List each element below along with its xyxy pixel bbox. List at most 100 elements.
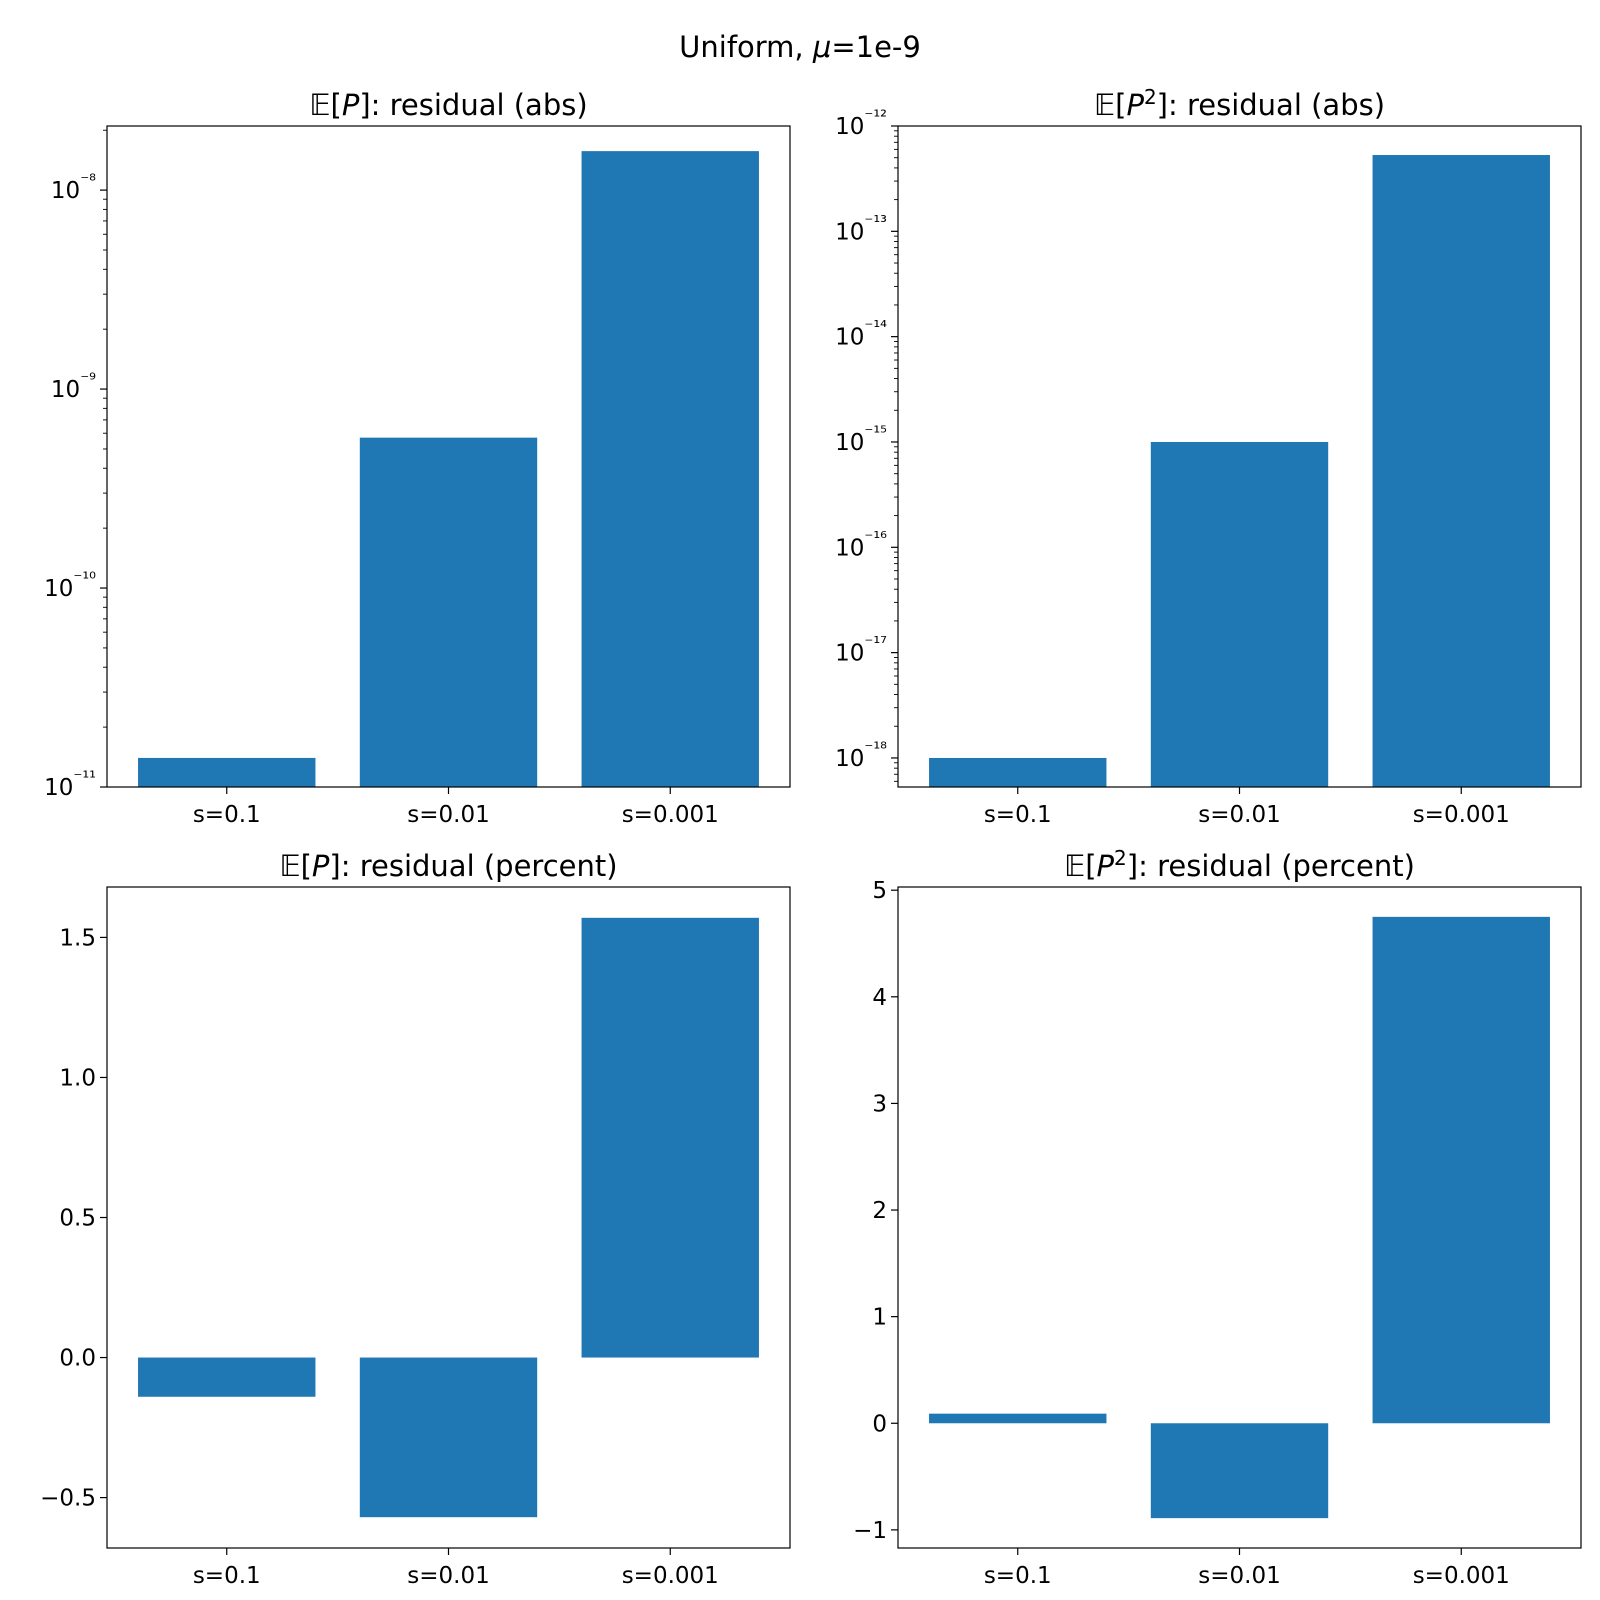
- x-tick-label: s=0.01: [1198, 802, 1280, 828]
- figure-title-mu: μ: [812, 30, 831, 64]
- x-tick-label: s=0.001: [622, 802, 719, 828]
- x-tick-label: s=0.01: [1198, 1563, 1280, 1589]
- figure-title-part: Uniform,: [679, 30, 813, 64]
- y-tick-exponent: ⁻¹⁴: [864, 318, 887, 338]
- title-part: ]: residual (abs): [1157, 88, 1385, 122]
- bar: [138, 757, 316, 787]
- y-tick-exponent: ⁻¹¹: [73, 768, 96, 788]
- title-part: [: [1115, 88, 1126, 122]
- y-tick-exponent: ⁻¹³: [864, 212, 887, 232]
- subplot-title: 𝔼[P2]: residual (abs): [1094, 85, 1385, 122]
- subplot-1: 𝔼[P]: residual (abs) s=0.1 s=0.01 s=0.001 10…: [44, 88, 791, 828]
- y-tick-label: 0: [872, 1411, 887, 1437]
- subplot-title: 𝔼[P]: residual (percent): [279, 849, 617, 883]
- figure-title: Uniform, μ=1e-9: [679, 30, 921, 64]
- title-part: ]: residual (percent): [1127, 849, 1415, 883]
- y-tick-base: 10: [835, 535, 864, 561]
- subplot-2: 𝔼[P2]: residual (abs) s=0.1 s=0.01 s=0.001 1…: [835, 85, 1582, 828]
- y-tick-base: 10: [51, 377, 80, 403]
- bar: [359, 1357, 538, 1518]
- y-tick-exponent: ⁻¹⁷: [864, 634, 887, 654]
- title-superscript: 2: [1114, 846, 1127, 870]
- y-tick-label: 10⁻¹³: [835, 212, 887, 245]
- y-tick-base: 10: [835, 325, 864, 351]
- y-tick-label: 3: [872, 1091, 887, 1117]
- x-tick-label: s=0.1: [984, 802, 1052, 828]
- title-symbol: P: [1097, 849, 1115, 883]
- bar: [359, 437, 538, 787]
- title-part: [: [1085, 849, 1096, 883]
- y-tick-label: 10⁻¹²: [835, 107, 887, 140]
- subplot-3: 𝔼[P]: residual (percent) s=0.1 s=0.01 s=0.0…: [40, 849, 791, 1589]
- bar: [1372, 916, 1550, 1424]
- title-part: ]: residual (percent): [329, 849, 617, 883]
- title-symbol: P: [342, 88, 360, 122]
- y-tick-label: 10⁻¹⁰: [44, 569, 96, 602]
- y-tick-base: 10: [835, 219, 864, 245]
- x-tick-label: s=0.1: [984, 1563, 1052, 1589]
- y-tick-exponent: ⁻¹⁵: [864, 423, 887, 443]
- figure-title-part: =1e-9: [831, 30, 921, 64]
- y-tick-label: 0.5: [59, 1206, 96, 1232]
- y-tick-label: 10⁻⁸: [51, 171, 96, 204]
- y-tick-exponent: ⁻¹⁰: [73, 569, 96, 589]
- subplot-title: 𝔼[P2]: residual (percent): [1064, 846, 1415, 883]
- y-tick-exponent: ⁻¹²: [864, 107, 887, 127]
- y-tick-base: 10: [44, 775, 73, 801]
- y-tick-label: −1: [853, 1518, 887, 1544]
- y-tick-label: 1.5: [59, 925, 96, 951]
- y-tick-label: −0.5: [40, 1486, 96, 1512]
- subplot-grid: 𝔼[P]: residual (abs)s=0.1 s=0.01 s=0.00110…: [40, 85, 1582, 1589]
- y-tick-label: 1: [872, 1305, 887, 1331]
- bar: [1372, 155, 1550, 787]
- subplot-4: 𝔼[P2]: residual (percent)s=0.1 s=0.01 s=0.…: [853, 846, 1582, 1589]
- y-tick-exponent: ⁻¹⁶: [864, 528, 887, 548]
- title-superscript: 2: [1144, 85, 1157, 109]
- y-tick-base: 10: [835, 746, 864, 772]
- y-tick-label: 1.0: [59, 1065, 96, 1091]
- y-tick-label: 10⁻¹⁷: [835, 634, 887, 667]
- y-tick-exponent: ⁻⁹: [80, 370, 96, 390]
- title-symbol: P: [312, 849, 330, 883]
- y-tick-base: 10: [44, 576, 73, 602]
- title-part: [: [330, 88, 341, 122]
- y-tick-label: 10⁻¹¹: [44, 768, 96, 801]
- y-tick-label: 10⁻¹⁶: [835, 528, 887, 561]
- y-tick-label: 10⁻¹⁸: [835, 739, 887, 772]
- bar: [929, 1413, 1107, 1424]
- bar: [1150, 1423, 1329, 1519]
- y-tick-exponent: ⁻⁸: [80, 171, 96, 191]
- x-tick-label: s=0.01: [407, 802, 489, 828]
- y-tick-exponent: ⁻¹⁸: [864, 739, 887, 759]
- y-tick-label: 2: [872, 1198, 887, 1224]
- bar: [1150, 441, 1329, 787]
- title-part: 𝔼: [1064, 849, 1085, 883]
- y-tick-base: 10: [835, 430, 864, 456]
- x-tick-label: s=0.001: [622, 1563, 719, 1589]
- title-part: 𝔼: [1094, 88, 1115, 122]
- bar: [929, 757, 1107, 787]
- x-tick-label: s=0.01: [407, 1563, 489, 1589]
- subplot-title: 𝔼[P]: residual (abs): [309, 88, 587, 122]
- y-tick-base: 10: [835, 641, 864, 667]
- y-tick-label: 10⁻¹⁴: [835, 318, 887, 351]
- y-tick-label: 5: [872, 878, 887, 904]
- title-part: 𝔼: [279, 849, 300, 883]
- y-tick-base: 10: [835, 114, 864, 140]
- bar: [581, 151, 759, 787]
- y-tick-base: 10: [51, 178, 80, 204]
- bar: [581, 917, 759, 1358]
- title-part: [: [301, 849, 312, 883]
- x-tick-label: s=0.001: [1413, 802, 1510, 828]
- x-tick-label: s=0.1: [193, 1563, 261, 1589]
- y-tick-label: 10⁻⁹: [51, 370, 96, 403]
- x-tick-label: s=0.1: [193, 802, 261, 828]
- title-symbol: P: [1126, 88, 1144, 122]
- title-part: ]: residual (abs): [359, 88, 587, 122]
- y-tick-label: 10⁻¹⁵: [835, 423, 887, 456]
- y-tick-label: 0.0: [59, 1346, 96, 1372]
- x-tick-label: s=0.001: [1413, 1563, 1510, 1589]
- bar: [138, 1357, 316, 1397]
- y-tick-label: 4: [872, 985, 887, 1011]
